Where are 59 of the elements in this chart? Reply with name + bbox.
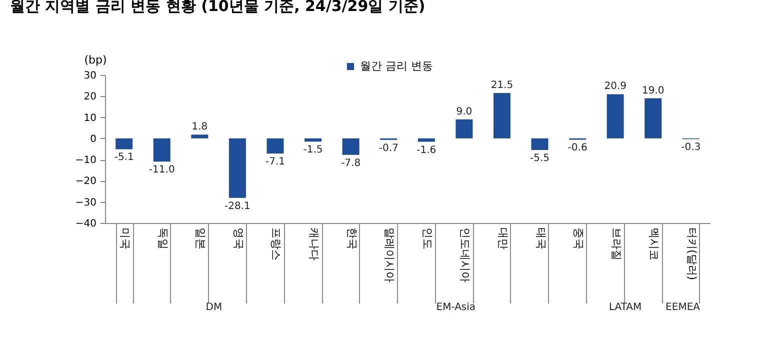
bar bbox=[191, 134, 208, 138]
text: -5.5 bbox=[530, 153, 550, 164]
text: -0.3 bbox=[681, 142, 701, 154]
x-tick-label: 인도 bbox=[420, 228, 434, 250]
text: 9.0 bbox=[456, 106, 472, 118]
x-tick-label: 태국 bbox=[534, 228, 548, 250]
text: 19.0 bbox=[642, 85, 664, 96]
text: -1.5 bbox=[303, 144, 323, 156]
bar bbox=[153, 138, 170, 162]
x-tick-label: 독일 bbox=[156, 228, 170, 250]
text: EEMEA bbox=[666, 302, 700, 313]
bar bbox=[266, 138, 284, 154]
y-axis-title: (bp) bbox=[84, 54, 107, 66]
x-tick-label: 인도네시아 bbox=[458, 228, 472, 282]
text: -5.1 bbox=[114, 152, 134, 164]
legend-label: 월간 금리 변동 bbox=[360, 60, 433, 72]
text: -0.6 bbox=[568, 142, 588, 154]
y-tick-label: 30 bbox=[84, 70, 96, 82]
y-tick-label: −40 bbox=[75, 218, 96, 230]
bar bbox=[531, 138, 548, 150]
x-tick-label: 일본 bbox=[194, 228, 208, 250]
x-tick-label: 멕시코 bbox=[648, 228, 661, 260]
y-tick-label: −20 bbox=[75, 176, 96, 188]
text: -28.1 bbox=[224, 200, 250, 212]
y-tick-label: 20 bbox=[84, 92, 96, 103]
x-tick-label: 미국 bbox=[118, 228, 132, 250]
bar bbox=[342, 138, 360, 155]
x-tick-label: 브라질 bbox=[610, 228, 623, 260]
y-tick-label: −10 bbox=[75, 155, 96, 166]
x-tick-label: 캐나다 bbox=[308, 228, 321, 260]
y-tick-label: 0 bbox=[90, 134, 96, 145]
x-tick-label: 영국 bbox=[232, 228, 245, 250]
y-tick-label: −30 bbox=[75, 197, 96, 208]
x-tick-label: 중국 bbox=[572, 228, 586, 250]
x-tick-label: 한국 bbox=[345, 228, 358, 250]
x-tick-label: 대만 bbox=[496, 228, 510, 250]
text: DM bbox=[206, 302, 222, 313]
text: -0.7 bbox=[378, 142, 398, 154]
text: -11.0 bbox=[148, 164, 175, 176]
bar bbox=[456, 119, 473, 138]
bar bbox=[304, 138, 322, 142]
text: 20.9 bbox=[604, 81, 626, 92]
bar bbox=[493, 92, 510, 138]
y-tick-label: 10 bbox=[84, 112, 96, 124]
text: LATAM bbox=[608, 302, 642, 313]
x-tick-label: 터키(달러) bbox=[685, 228, 698, 280]
bar bbox=[644, 98, 662, 138]
bar bbox=[606, 94, 624, 138]
text: -7.8 bbox=[341, 158, 361, 169]
bar bbox=[116, 138, 133, 150]
text: -1.6 bbox=[416, 144, 436, 156]
x-tick-label: 프랑스 bbox=[270, 228, 283, 260]
x-tick-label: 말레이시아 bbox=[383, 228, 396, 282]
bar bbox=[228, 138, 246, 198]
text: -7.1 bbox=[265, 156, 285, 168]
text: 21.5 bbox=[490, 80, 514, 91]
text: EM-Asia bbox=[436, 302, 476, 313]
bar bbox=[418, 138, 435, 142]
text: 1.8 bbox=[192, 122, 208, 133]
